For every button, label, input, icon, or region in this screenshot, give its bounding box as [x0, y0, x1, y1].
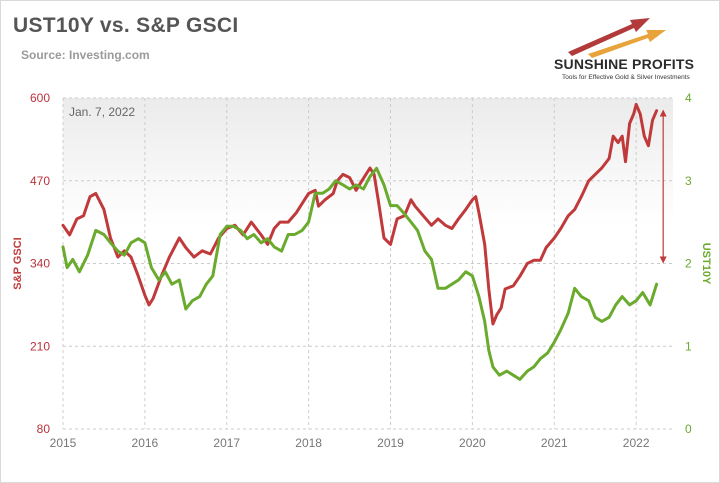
- y-left-axis-title: S&P GSCI: [12, 237, 24, 289]
- logo-tagline: Tools for Effective Gold & Silver Invest…: [562, 74, 690, 81]
- y-right-tick-label: 1: [685, 339, 692, 353]
- series-line-ust10y: [61, 166, 659, 381]
- y-right-tick-label: 0: [685, 422, 692, 436]
- y-right-tick-label: 2: [685, 257, 692, 271]
- y-right-axis-title: UST10Y: [700, 243, 712, 285]
- y-right-tick-label: 3: [685, 174, 692, 188]
- y-left-tick-label: 80: [37, 422, 51, 436]
- y-left-tick-label: 600: [30, 91, 50, 105]
- logo-name: SUNSHINE PROFITS: [554, 56, 695, 72]
- x-tick-label: 2021: [541, 436, 568, 450]
- arrow-head-down: [659, 256, 667, 264]
- y-left-tick-label: 340: [30, 257, 50, 271]
- y-left-tick-label: 210: [30, 339, 50, 353]
- x-tick-label: 2017: [213, 436, 240, 450]
- y-left-tick-label: 470: [30, 174, 50, 188]
- series-line-s-p-gsci: [61, 102, 659, 326]
- x-tick-label: 2020: [459, 436, 486, 450]
- x-tick-label: 2015: [50, 436, 77, 450]
- x-tick-label: 2022: [623, 436, 650, 450]
- x-tick-label: 2019: [377, 436, 404, 450]
- source-note: Source: Investing.com: [21, 48, 150, 62]
- sunshine-profits-logo: SUNSHINE PROFITS Tools for Effective Gol…: [540, 14, 712, 84]
- arrow-head-up: [659, 109, 667, 117]
- shaded-area: [63, 98, 673, 226]
- date-annotation: Jan. 7, 2022: [69, 105, 136, 119]
- y-right-tick-label: 4: [685, 91, 692, 105]
- chart-title: UST10Y vs. S&P GSCI: [13, 14, 239, 37]
- logo-arrow-icon: [568, 18, 666, 58]
- x-tick-label: 2016: [132, 436, 159, 450]
- x-tick-label: 2018: [295, 436, 322, 450]
